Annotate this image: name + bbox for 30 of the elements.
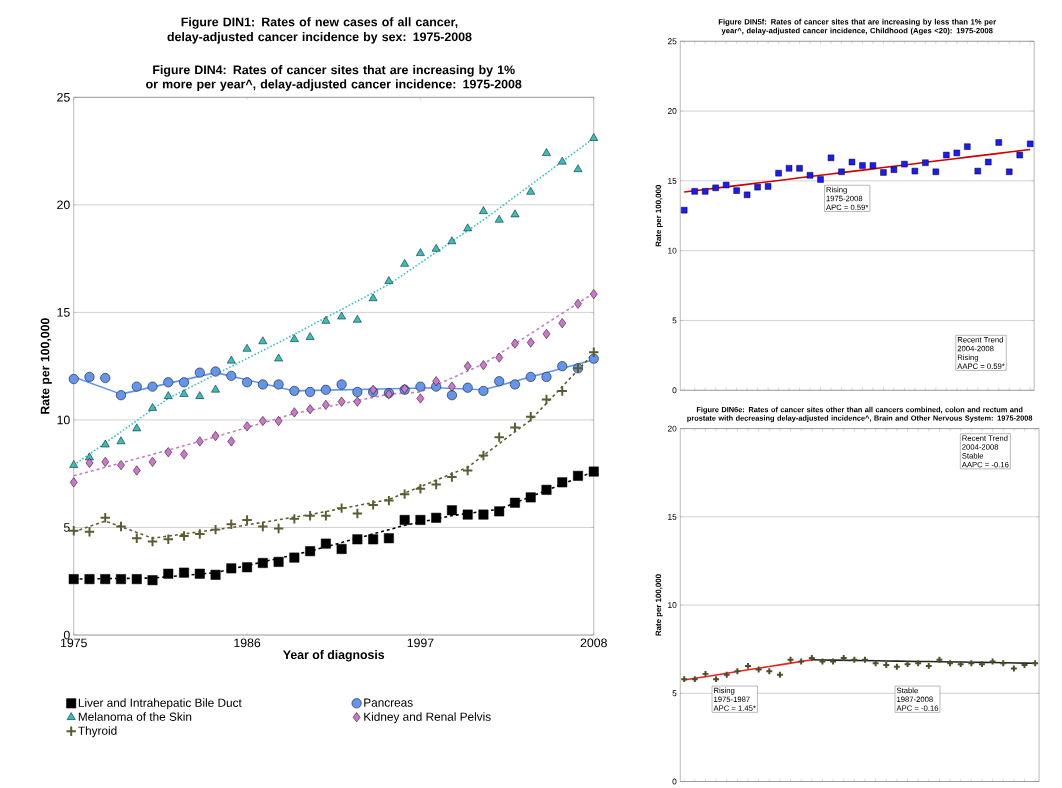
legend-label: Melanoma of the Skin: [78, 712, 192, 721]
text: Figure DIN1: Rates of new cases of all cancer, delay-adjusted cancer incidence by sex: 1975-2008: [167, 17, 472, 44]
y-tick-label: 15: [668, 513, 677, 520]
y-tick-label: 10: [668, 601, 677, 608]
legend-label: Thyroid: [78, 726, 117, 738]
y-tick-label: 5: [63, 523, 70, 532]
y-tick-label: 25: [667, 38, 677, 45]
x-tick-label: 1997: [407, 638, 434, 648]
y-tick-label: 20: [57, 200, 70, 210]
y-tick-label: 0: [63, 630, 70, 640]
y-tick-label: 0: [672, 387, 677, 394]
chart-title: Figure DIN4: Rates of cancer sites that are increasing by 1% or more per year^, delay-adjusted cancer incidence: 1975-2008: [146, 64, 522, 91]
x-tick-label: 2008: [580, 638, 607, 648]
legend-label: Liver and Intrahepatic Bile Duct: [78, 698, 242, 710]
y-tick-label: 5: [672, 690, 677, 697]
legend-label: Pancreas: [364, 698, 413, 707]
y-tick-label: 20: [667, 425, 677, 432]
x-tick-label: 1975: [61, 638, 87, 648]
y-tick-label: 15: [668, 177, 677, 184]
x-axis-title: Year of diagnosis: [283, 649, 385, 662]
x-tick-label: 1986: [234, 638, 261, 648]
legend-label: Kidney and Renal Pelvis: [364, 712, 491, 724]
y-tick-label: 25: [57, 92, 70, 102]
y-tick-label: 20: [667, 108, 677, 114]
y-tick-label: 5: [672, 317, 677, 324]
y-tick-label: 0: [672, 778, 677, 785]
y-tick-label: 10: [668, 247, 677, 254]
y-tick-label: 15: [57, 307, 70, 317]
y-axis-title: Rate per 100,000: [40, 318, 52, 414]
y-tick-label: 10: [57, 415, 70, 425]
